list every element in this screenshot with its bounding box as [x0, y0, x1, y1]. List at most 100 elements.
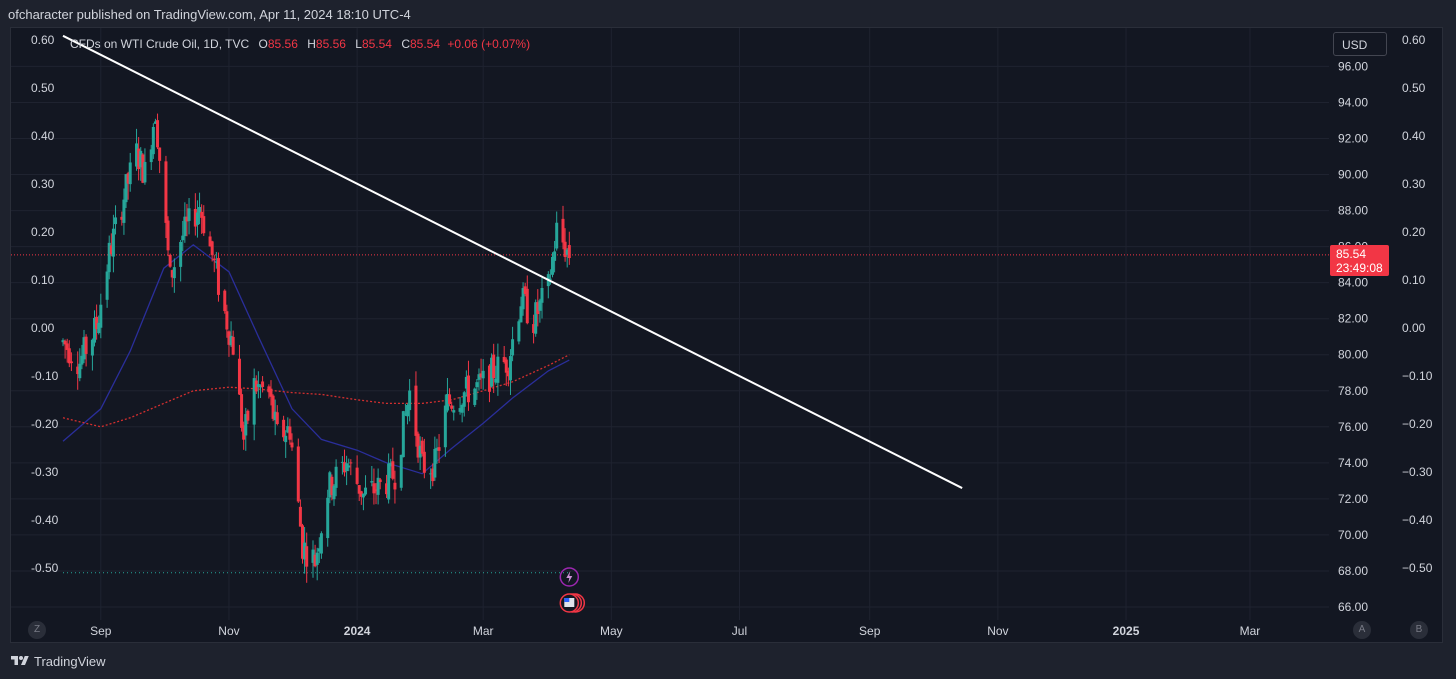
candle-body: [122, 199, 126, 223]
candle-body: [399, 454, 403, 488]
candle: [458, 396, 462, 415]
candle-body: [364, 487, 368, 495]
candle: [109, 233, 113, 257]
footer: TradingView: [0, 643, 1456, 679]
legend-high-value: 85.56: [315, 37, 346, 51]
candle-body: [61, 340, 65, 343]
candle-body: [296, 446, 300, 502]
candle-body: [187, 208, 191, 221]
outer-axis-tick: 0.40: [1402, 129, 1426, 143]
candle-body: [97, 322, 101, 334]
candle-body: [555, 222, 559, 249]
left-axis: 0.60 0.50 0.40 0.30 0.20 0.10 0.00 -0.10 -0.20 -0…: [31, 33, 59, 575]
candle-body: [99, 304, 103, 328]
candle-body: [349, 462, 353, 464]
candle: [448, 388, 452, 407]
time-axis-tick: Jul: [732, 624, 747, 638]
candle: [536, 289, 540, 327]
candle: [275, 405, 279, 426]
publish-header: ofcharacter published on TradingView.com…: [0, 0, 1456, 30]
candle: [296, 438, 300, 503]
candle-body: [202, 216, 206, 234]
candle-body: [340, 461, 344, 463]
candle-body: [93, 317, 97, 343]
price-axis-tick: 68.00: [1338, 564, 1368, 578]
candle-body: [319, 533, 323, 554]
candle: [179, 240, 183, 282]
candle: [385, 474, 389, 499]
candle-body: [298, 506, 302, 527]
candle: [370, 465, 374, 487]
candles: [61, 113, 571, 583]
candle-body: [328, 472, 332, 498]
candle-body: [114, 217, 118, 225]
time-axis-tick: Sep: [859, 624, 881, 638]
candle: [114, 205, 118, 235]
candle: [313, 544, 317, 568]
candle: [80, 344, 84, 370]
candle-body: [567, 245, 571, 259]
candle: [210, 240, 214, 262]
candle-body: [347, 465, 351, 468]
candle-body: [269, 388, 273, 397]
candle: [565, 248, 569, 268]
candle-body: [561, 218, 565, 243]
chart-frame[interactable]: 0.60 0.50 0.40 0.30 0.20 0.10 0.00 -0.10 -0.20 -0…: [10, 27, 1443, 643]
candle: [193, 193, 197, 236]
candle-body: [109, 245, 113, 255]
currency-button[interactable]: USD: [1333, 32, 1387, 56]
candle-body: [452, 410, 456, 413]
candle-body: [84, 336, 88, 354]
candle-body: [511, 339, 515, 356]
candle: [521, 282, 525, 316]
candle: [242, 421, 246, 450]
candle: [414, 371, 418, 447]
chart-canvas[interactable]: 0.60 0.50 0.40 0.30 0.20 0.10 0.00 -0.10 -0.20 -0…: [11, 28, 1442, 642]
candle-body: [137, 148, 141, 170]
legend-low-value: 85.54: [361, 37, 392, 51]
brush-button[interactable]: B: [1410, 621, 1428, 639]
candle-body: [508, 356, 512, 381]
candle: [508, 349, 512, 395]
outer-axis-tick: 0.00: [1402, 321, 1426, 335]
candle: [244, 407, 248, 451]
grid-lines: [11, 28, 1329, 620]
candle-body: [406, 404, 410, 417]
candle-body: [139, 150, 143, 168]
candle: [492, 343, 496, 394]
candle-body: [553, 251, 557, 261]
axis-reset-button[interactable]: Z: [28, 621, 46, 639]
candle-body: [156, 120, 160, 148]
candle: [202, 205, 206, 236]
candle: [525, 275, 529, 325]
candle-body: [267, 386, 271, 393]
candle: [340, 456, 344, 475]
candle: [271, 394, 275, 422]
last-price-value: 85.54: [1336, 247, 1367, 261]
candle-body: [254, 380, 258, 392]
auto-scale-button[interactable]: A: [1353, 621, 1371, 639]
outer-axis-tick: 0.30: [1402, 177, 1426, 191]
candle-body: [214, 261, 218, 263]
candle-body: [300, 525, 304, 559]
candle: [90, 338, 94, 371]
outer-axis-tick: 0.60: [1402, 33, 1426, 47]
candle: [166, 216, 170, 257]
candle-body: [128, 162, 132, 185]
candle-body: [282, 419, 286, 438]
time-axis-tick: Mar: [1240, 624, 1261, 638]
event-lightning-ring: [559, 567, 580, 587]
candle: [82, 329, 86, 364]
candle-body: [387, 463, 391, 500]
left-axis-tick: 0.10: [31, 273, 55, 287]
candle: [181, 220, 185, 252]
price-axis-tick: 96.00: [1338, 59, 1368, 73]
candle-body: [475, 382, 479, 388]
left-axis-tick: 0.20: [31, 225, 55, 239]
candle: [406, 403, 410, 425]
candle: [300, 523, 304, 564]
candle: [418, 436, 422, 471]
candle: [401, 410, 405, 458]
candle-body: [433, 448, 437, 478]
candle-body: [370, 481, 374, 483]
